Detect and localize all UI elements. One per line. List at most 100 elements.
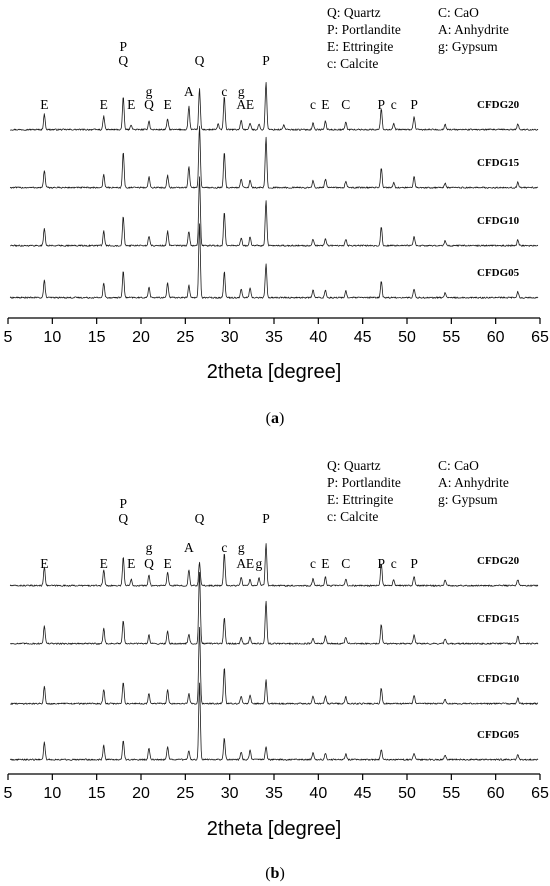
legend-item-quartz: Q: Quartz xyxy=(327,458,381,473)
x-tick-label: 60 xyxy=(487,785,505,802)
peak-label: c xyxy=(310,556,316,571)
x-tick-label: 25 xyxy=(176,785,194,802)
caption-a: (a) xyxy=(266,410,285,427)
peak-label: g xyxy=(146,84,153,99)
peak-label: P xyxy=(410,97,418,112)
x-tick-label: 35 xyxy=(265,329,283,346)
peak-label: A xyxy=(236,97,246,112)
series-label-cfdg05: CFDG05 xyxy=(477,729,520,741)
peak-label: E xyxy=(100,97,108,112)
x-tick-label: 30 xyxy=(221,329,239,346)
legend-item-calcite: c: Calcite xyxy=(327,509,378,524)
x-tick-label: 15 xyxy=(88,329,106,346)
x-tick-label: 50 xyxy=(398,785,416,802)
x-tick-label: 5 xyxy=(4,785,13,802)
legend-item-anhydrite: A: Anhydrite xyxy=(438,22,509,37)
x-tick-label: 40 xyxy=(309,329,327,346)
peak-label: P xyxy=(378,556,386,571)
peak-label: A xyxy=(184,84,194,99)
peak-label: A xyxy=(184,540,194,555)
peak-label: E xyxy=(246,556,254,571)
legend-item-cao: C: CaO xyxy=(438,5,479,20)
peak-label: E xyxy=(163,97,171,112)
peak-label: Q xyxy=(195,511,205,526)
legend-item-cao: C: CaO xyxy=(438,458,479,473)
legend-item-anhydrite: A: Anhydrite xyxy=(438,475,509,490)
peak-label: Q xyxy=(118,511,128,526)
x-tick-label: 35 xyxy=(265,785,283,802)
x-tick-label: 40 xyxy=(309,785,327,802)
peak-label: g xyxy=(238,84,245,99)
peak-label: P xyxy=(262,53,270,68)
peak-label: c xyxy=(391,97,397,112)
legend-a: Q: Quartz C: CaO P: Portlandite A: Anhyd… xyxy=(327,5,509,71)
legend-item-portlandite: P: Portlandite xyxy=(327,475,401,490)
peak-label: E xyxy=(100,556,108,571)
x-tick-label: 30 xyxy=(221,785,239,802)
peak-label: E xyxy=(127,97,135,112)
peak-label: g xyxy=(238,540,245,555)
peak-label: c xyxy=(221,540,227,555)
peak-label: E xyxy=(246,97,254,112)
peak-label: C xyxy=(341,556,350,571)
x-tick-label: 25 xyxy=(176,329,194,346)
legend-item-gypsum: g: Gypsum xyxy=(438,39,498,54)
panel-a: Q: Quartz C: CaO P: Portlandite A: Anhyd… xyxy=(4,5,549,427)
x-tick-label: 45 xyxy=(354,785,372,802)
series-trace-cfdg05 xyxy=(9,223,539,299)
peak-label: Q xyxy=(144,556,154,571)
x-tick-label: 55 xyxy=(442,329,460,346)
caption-b-letter: b xyxy=(271,865,280,882)
x-ticks-b: 5 10 15 20 25 30 35 40 45 50 55 60 65 xyxy=(4,774,549,802)
legend-item-ettringite: E: Ettringite xyxy=(327,492,393,507)
caption-b: (b) xyxy=(265,865,285,882)
series-label-cfdg10: CFDG10 xyxy=(477,673,520,685)
peak-label: E xyxy=(127,556,135,571)
peak-label: Q xyxy=(144,97,154,112)
peak-label: Q xyxy=(195,53,205,68)
series-trace-cfdg15 xyxy=(9,571,539,645)
peak-label: E xyxy=(40,556,48,571)
x-tick-label: 65 xyxy=(531,329,549,346)
x-tick-label: 20 xyxy=(132,329,150,346)
x-tick-label: 10 xyxy=(43,785,61,802)
x-tick-label: 65 xyxy=(531,785,549,802)
x-axis-title-a: 2theta [degree] xyxy=(207,361,342,383)
x-tick-label: 10 xyxy=(43,329,61,346)
legend-item-quartz: Q: Quartz xyxy=(327,5,381,20)
caption-a-letter: a xyxy=(271,410,279,427)
series-label-cfdg05: CFDG05 xyxy=(477,267,520,279)
peak-label: g xyxy=(256,556,263,571)
series-label-cfdg20: CFDG20 xyxy=(477,99,520,111)
peak-label: P xyxy=(120,496,128,511)
peak-label: E xyxy=(321,556,329,571)
legend-item-portlandite: P: Portlandite xyxy=(327,22,401,37)
legend-item-ettringite: E: Ettringite xyxy=(327,39,393,54)
series-trace-cfdg10 xyxy=(10,176,539,247)
peak-label: P xyxy=(378,97,386,112)
series-trace-cfdg05 xyxy=(9,682,539,761)
peak-label: Q xyxy=(118,53,128,68)
series-trace-cfdg20 xyxy=(9,82,539,131)
legend-item-calcite: c: Calcite xyxy=(327,56,378,71)
peak-label: c xyxy=(310,97,316,112)
peak-label: C xyxy=(341,97,350,112)
x-tick-label: 20 xyxy=(132,785,150,802)
series-label-cfdg15: CFDG15 xyxy=(477,613,520,625)
peak-label: g xyxy=(146,540,153,555)
series-trace-cfdg10 xyxy=(10,626,539,705)
x-tick-label: 50 xyxy=(398,329,416,346)
peak-label: E xyxy=(163,556,171,571)
peak-label: P xyxy=(410,556,418,571)
legend-item-gypsum: g: Gypsum xyxy=(438,492,498,507)
traces-a: CFDG20 CFDG15 CFDG10 CFDG05 xyxy=(9,82,539,299)
series-trace-cfdg15 xyxy=(9,125,539,189)
traces-b: CFDG20 CFDG15 CFDG10 CFDG05 xyxy=(9,543,539,761)
panel-b: Q: Quartz C: CaO P: Portlandite A: Anhyd… xyxy=(4,458,549,882)
peak-label: E xyxy=(321,97,329,112)
peak-label: P xyxy=(262,511,270,526)
x-axis-title-b: 2theta [degree] xyxy=(207,818,342,840)
